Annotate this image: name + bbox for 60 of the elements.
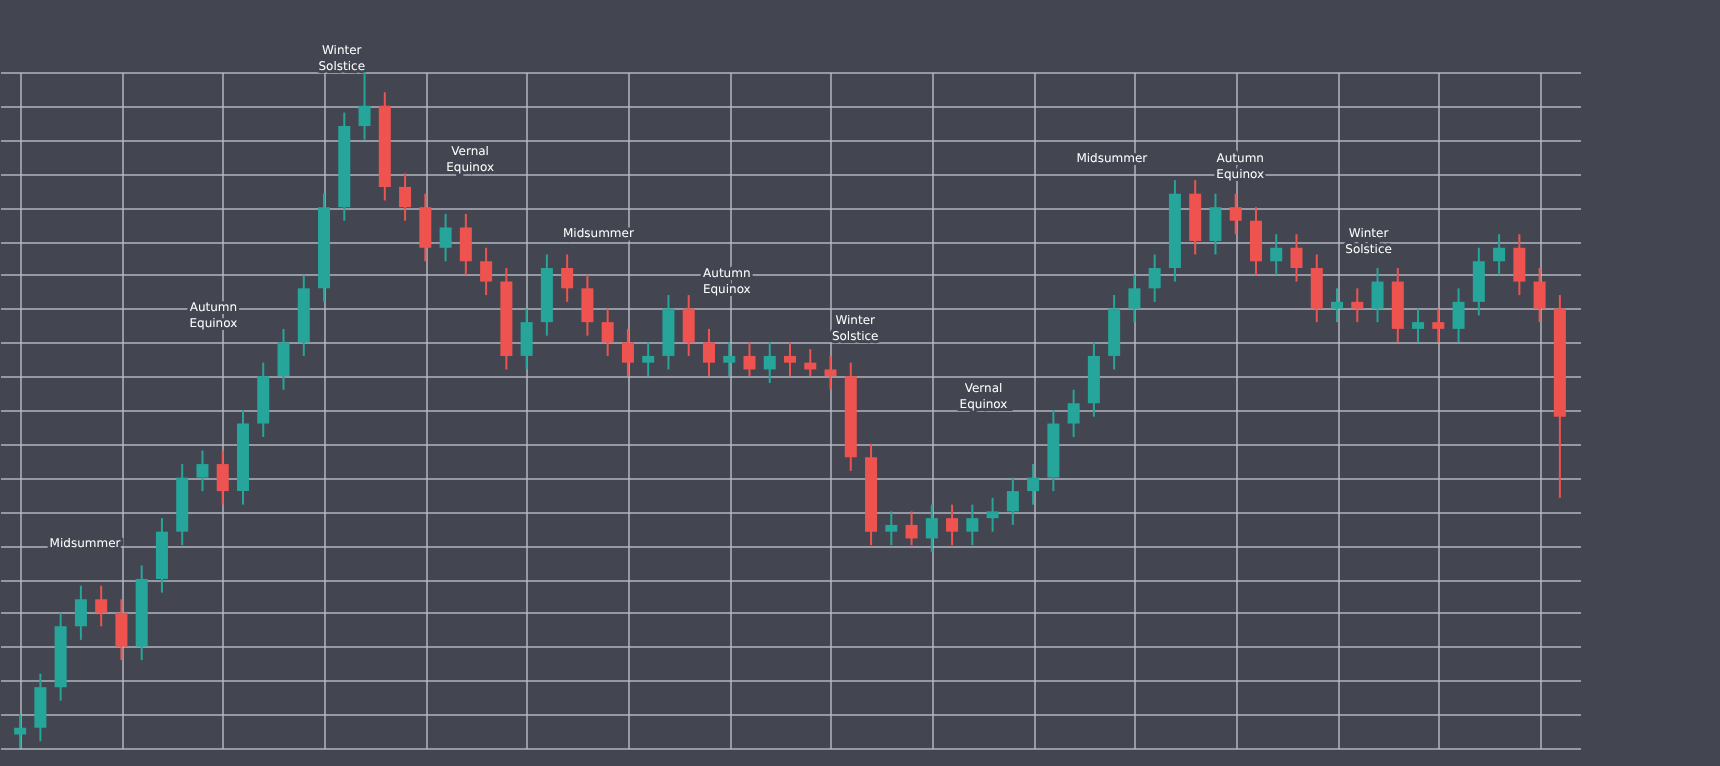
candlestick <box>743 341 756 378</box>
candlestick <box>419 192 432 263</box>
candlestick <box>257 361 270 439</box>
candlestick <box>74 584 87 641</box>
candlestick <box>1351 287 1364 324</box>
candlestick <box>1229 192 1242 236</box>
candlestick <box>480 246 493 297</box>
candlestick <box>824 354 837 391</box>
candlestick <box>399 172 412 222</box>
candlestick <box>905 510 918 547</box>
candlestick <box>784 341 796 378</box>
candlestick <box>581 273 594 337</box>
candlestick <box>1148 253 1161 303</box>
candlestick <box>216 449 229 506</box>
candlestick <box>1209 192 1222 256</box>
candlestick <box>277 327 290 391</box>
candlestick <box>1108 294 1121 371</box>
candlestick <box>723 341 736 378</box>
candlestick <box>1310 253 1323 324</box>
candlestick <box>763 341 776 384</box>
candlestick <box>966 503 979 547</box>
candlestick <box>196 449 209 493</box>
candlestick <box>358 71 371 141</box>
candlestick <box>1128 273 1141 324</box>
candlestick <box>1331 287 1344 324</box>
candlestick <box>925 503 938 553</box>
candlestick <box>95 584 108 628</box>
candlestick <box>115 598 128 662</box>
candlestick <box>662 294 675 371</box>
candlestick <box>682 294 695 357</box>
candlestick <box>1432 307 1445 344</box>
candlestick <box>621 327 634 378</box>
candlestick <box>986 496 999 533</box>
candlestick <box>885 510 898 547</box>
candlestick <box>1290 233 1303 283</box>
candlestick <box>1513 233 1526 297</box>
candlestick <box>1452 287 1465 344</box>
candlestick <box>520 307 533 371</box>
candlestick <box>1027 463 1040 506</box>
candlestick <box>155 517 168 594</box>
candlestick <box>1472 246 1485 317</box>
candlestick <box>561 253 574 303</box>
candlestick <box>1533 267 1546 324</box>
candlestick <box>946 503 959 547</box>
candlestick <box>702 327 715 378</box>
candlestick <box>1493 233 1506 276</box>
candlestick <box>1087 341 1100 418</box>
candlestick <box>1067 388 1080 439</box>
candlestick <box>34 672 47 743</box>
candlestick <box>1412 307 1425 344</box>
candlestick <box>1006 476 1019 526</box>
candlestick <box>459 212 472 276</box>
candlestick <box>1189 179 1202 256</box>
candlestick <box>601 307 614 357</box>
candlestick <box>1270 233 1283 276</box>
candlestick <box>1371 267 1384 324</box>
candlestick <box>1249 206 1262 276</box>
candlestick <box>642 341 655 378</box>
candlestick <box>1391 267 1404 344</box>
candlestick <box>439 212 452 263</box>
